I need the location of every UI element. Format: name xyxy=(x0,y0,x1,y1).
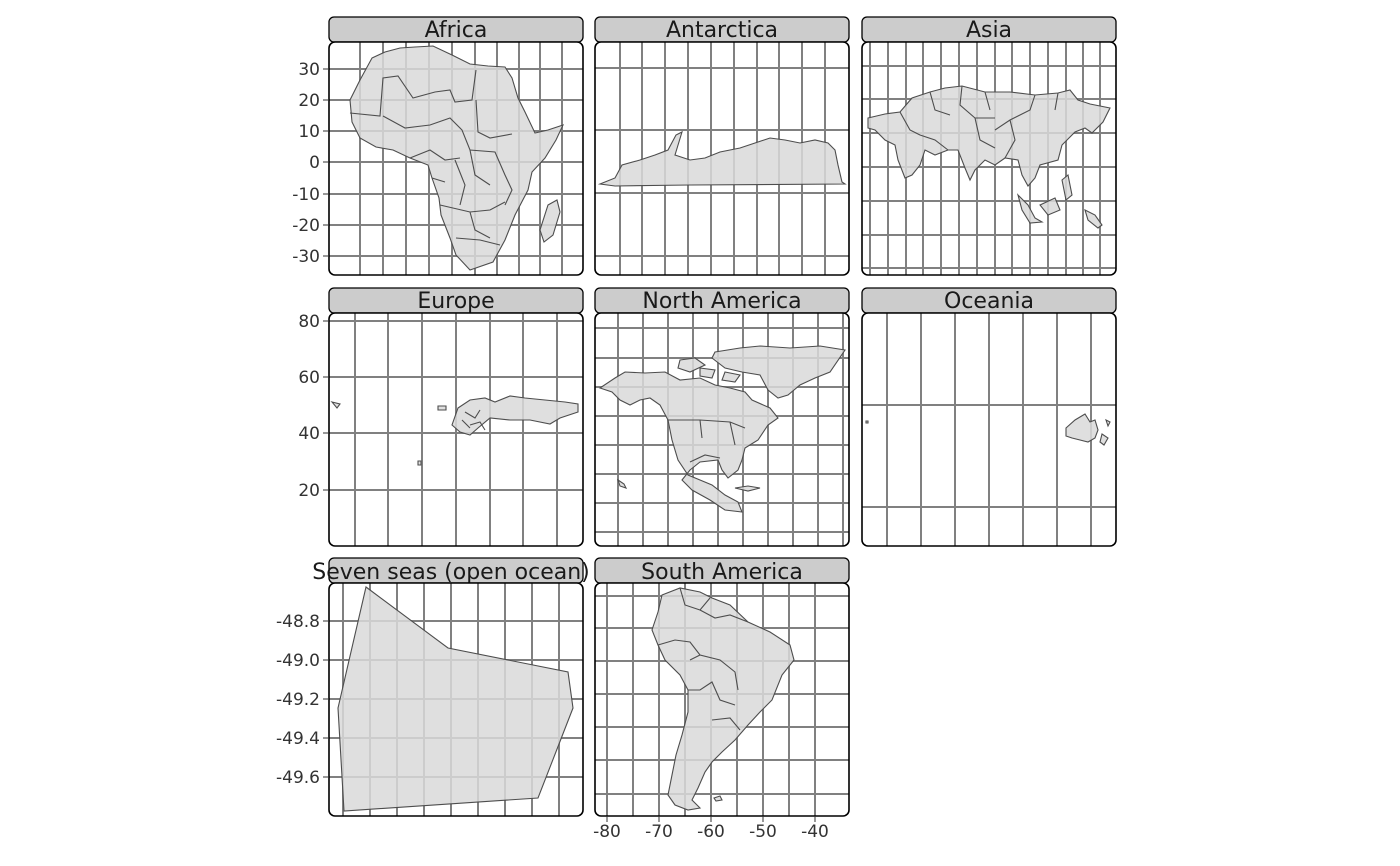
strip-label: North America xyxy=(642,289,801,314)
tick-label: 10 xyxy=(298,122,320,142)
tick-label: -10 xyxy=(292,185,320,205)
land-oceania xyxy=(865,413,1111,446)
tick-label: 40 xyxy=(298,424,320,444)
y-axis-africa: 30 20 10 0 -10 -20 -30 xyxy=(292,60,329,267)
panel-north-america: North America xyxy=(594,287,850,547)
tick-label: -70 xyxy=(645,822,673,842)
tick-label: -49.2 xyxy=(276,690,320,710)
panel-border xyxy=(328,41,584,276)
tick-label: -80 xyxy=(593,822,621,842)
tick-label: 20 xyxy=(298,91,320,111)
tick-label: -20 xyxy=(292,216,320,236)
graticule xyxy=(862,313,1116,546)
y-axis-seven-seas: -48.8 -49.0 -49.2 -49.4 -49.6 xyxy=(276,612,329,788)
strip-label: Oceania xyxy=(944,289,1034,314)
panel-antarctica: Antarctica xyxy=(594,16,850,276)
tick-label: -50 xyxy=(749,822,777,842)
land-south-america xyxy=(651,587,795,811)
strip-label: Asia xyxy=(966,18,1012,43)
tick-label: 20 xyxy=(298,481,320,501)
tick-label: 0 xyxy=(309,153,320,173)
tick-label: -49.0 xyxy=(276,651,320,671)
land-europe xyxy=(330,395,579,466)
panel-oceania: Oceania xyxy=(861,287,1117,547)
panel-africa: Africa xyxy=(328,16,584,276)
graticule xyxy=(329,313,583,546)
strip-label: Antarctica xyxy=(666,18,778,43)
panel-border xyxy=(594,582,850,817)
land-africa xyxy=(349,45,565,271)
land-seven-seas xyxy=(337,586,574,812)
tick-label: -30 xyxy=(292,247,320,267)
y-axis-europe: 80 60 40 20 xyxy=(298,312,329,501)
panel-border xyxy=(328,312,584,547)
panel-border xyxy=(594,312,850,547)
panel-border xyxy=(861,312,1117,547)
tick-label: 30 xyxy=(298,60,320,80)
tick-label: -49.6 xyxy=(276,768,320,788)
graticule xyxy=(595,42,849,275)
tick-label: 80 xyxy=(298,312,320,332)
strip-label: Seven seas (open ocean) xyxy=(312,560,590,585)
panel-seven-seas: Seven seas (open ocean) xyxy=(312,557,590,817)
strip-label: South America xyxy=(641,560,803,585)
panel-europe: Europe xyxy=(328,287,584,547)
panel-south-america: South America xyxy=(594,557,850,817)
tick-label: -40 xyxy=(801,822,829,842)
tick-label: -48.8 xyxy=(276,612,320,632)
panel-border xyxy=(594,41,850,276)
x-axis-south-america: -80 -70 -60 -50 -40 xyxy=(593,816,829,842)
strip-label: Africa xyxy=(425,18,488,43)
land-antarctica xyxy=(597,130,847,187)
tick-label: 60 xyxy=(298,368,320,388)
strip-label: Europe xyxy=(417,289,494,314)
panel-border xyxy=(861,41,1117,276)
tick-label: -60 xyxy=(697,822,725,842)
land-north-america xyxy=(598,345,846,513)
tick-label: -49.4 xyxy=(276,729,320,749)
panel-asia: Asia xyxy=(861,16,1117,276)
land-asia xyxy=(867,85,1111,229)
